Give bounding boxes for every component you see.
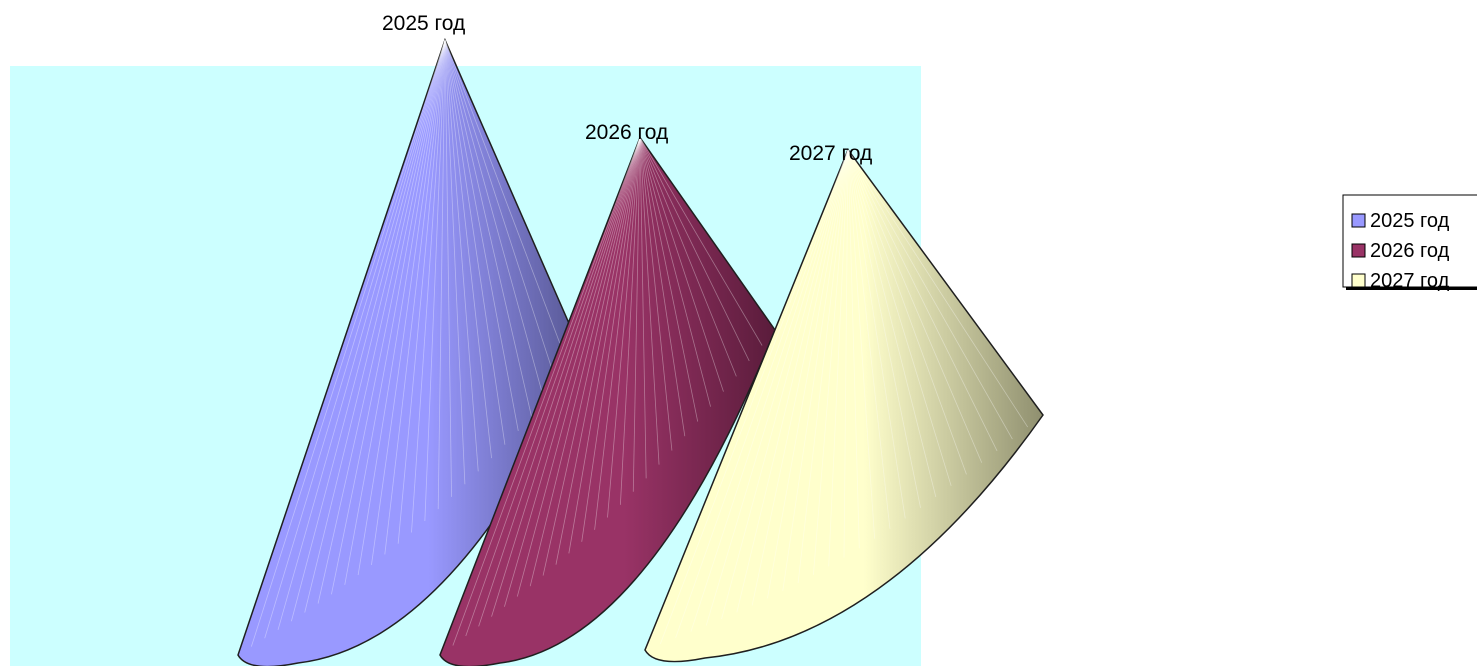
cone-ridge bbox=[675, 149, 849, 639]
legend-swatch-2 bbox=[1351, 243, 1366, 258]
cone-ridge bbox=[847, 149, 937, 498]
cone-ridge bbox=[736, 149, 849, 613]
cone-ridge bbox=[639, 137, 737, 377]
cone-ridge bbox=[847, 149, 1029, 428]
cone-ridge bbox=[411, 39, 446, 533]
cone-ridge bbox=[397, 39, 446, 544]
cone-ridge bbox=[843, 149, 849, 558]
cone-ridge bbox=[690, 149, 849, 632]
legend-label-1: 2025 год bbox=[1370, 210, 1450, 232]
cone-ridge bbox=[444, 39, 519, 432]
cone-ridge bbox=[384, 39, 446, 555]
cone-ridge bbox=[465, 137, 641, 637]
cone-ridge bbox=[659, 149, 849, 645]
cone-ridge bbox=[632, 137, 641, 492]
cone-ridge bbox=[444, 39, 546, 404]
cone-ridge bbox=[721, 149, 849, 620]
cone-ridge bbox=[444, 39, 533, 418]
cone-ridge bbox=[847, 149, 967, 475]
cone-ridge bbox=[847, 149, 1013, 440]
cone-ridge bbox=[371, 39, 446, 565]
cone-ridge bbox=[555, 137, 641, 565]
legend-swatch-1 bbox=[1351, 213, 1366, 228]
cone-ridge bbox=[568, 137, 641, 554]
data-label-2: 2026 год bbox=[585, 121, 668, 144]
cone-ridge bbox=[594, 137, 641, 530]
cone-series-group bbox=[237, 37, 1044, 666]
cone-ridge bbox=[828, 149, 849, 567]
cone-ridge bbox=[847, 149, 921, 508]
cone-ridge bbox=[452, 137, 641, 646]
cone-ridge bbox=[444, 39, 559, 389]
cone-ridge bbox=[264, 39, 446, 639]
legend-label-2: 2026 год bbox=[1370, 240, 1450, 262]
cone-ridge bbox=[639, 137, 750, 362]
cone-ridge bbox=[277, 39, 446, 630]
data-label-3: 2027 год bbox=[789, 142, 872, 165]
cone-ridge bbox=[444, 39, 506, 445]
cone-ridge bbox=[847, 149, 983, 463]
legend: 2025 год 2026 год 2027 год bbox=[1342, 194, 1477, 292]
cone-ridge bbox=[542, 137, 641, 576]
cone-ridge bbox=[516, 137, 641, 597]
cone-ridge bbox=[847, 149, 906, 519]
cone-ridge bbox=[317, 39, 446, 604]
cone-ridge bbox=[847, 149, 891, 529]
cone-ridge bbox=[444, 39, 466, 485]
legend-swatch-3 bbox=[1351, 273, 1366, 288]
cone-ridge bbox=[767, 149, 849, 599]
cone-ridge bbox=[304, 39, 446, 613]
cone-ridge bbox=[357, 39, 446, 576]
cone-ridge bbox=[639, 137, 660, 465]
cone-ridge bbox=[504, 137, 641, 607]
cone-ridge bbox=[250, 39, 446, 647]
cone-ridge bbox=[437, 39, 446, 510]
cone-ridge bbox=[639, 137, 647, 479]
cone-ridge bbox=[639, 137, 686, 437]
cone-3 bbox=[644, 148, 1044, 663]
cone-ridge bbox=[424, 39, 446, 521]
cone-ridge bbox=[491, 137, 641, 617]
cone-ridge bbox=[619, 137, 641, 505]
cone-ridge bbox=[607, 137, 641, 518]
cone-ridge bbox=[444, 39, 452, 497]
cone-ridge bbox=[847, 149, 876, 539]
cone-ridge bbox=[639, 137, 711, 407]
cone-ridge bbox=[444, 39, 492, 459]
cone-1-ridges bbox=[250, 39, 573, 647]
cone-ridge bbox=[639, 137, 699, 422]
legend-label-3: 2027 год bbox=[1370, 270, 1450, 292]
cone-ridge bbox=[290, 39, 446, 622]
cone-ridge bbox=[639, 137, 763, 346]
cone-ridge bbox=[812, 149, 849, 575]
cone-ridge bbox=[478, 137, 641, 627]
cone-ridge bbox=[529, 137, 641, 587]
data-label-1: 2025 год bbox=[382, 12, 465, 35]
cone-ridge bbox=[847, 149, 952, 486]
cone-ridge bbox=[444, 39, 479, 472]
cone-ridge bbox=[581, 137, 641, 542]
cone-ridge bbox=[331, 39, 446, 595]
cone-ridge bbox=[639, 137, 673, 451]
cone-ridge bbox=[751, 149, 849, 606]
cone-ridge bbox=[797, 149, 849, 584]
cone-ridge bbox=[444, 39, 573, 375]
cone-ridge bbox=[847, 149, 998, 452]
data-labels: 2025 год 2026 год 2027 год bbox=[382, 12, 872, 165]
cone-ridge bbox=[639, 137, 724, 392]
legend-box bbox=[1342, 194, 1477, 288]
cone-ridge bbox=[705, 149, 849, 626]
cone-ridge bbox=[782, 149, 849, 591]
cone-3-ridges bbox=[659, 149, 1029, 645]
cone-ridge bbox=[344, 39, 446, 585]
cone-2-ridges bbox=[452, 137, 763, 646]
cone-ridge bbox=[847, 149, 860, 549]
